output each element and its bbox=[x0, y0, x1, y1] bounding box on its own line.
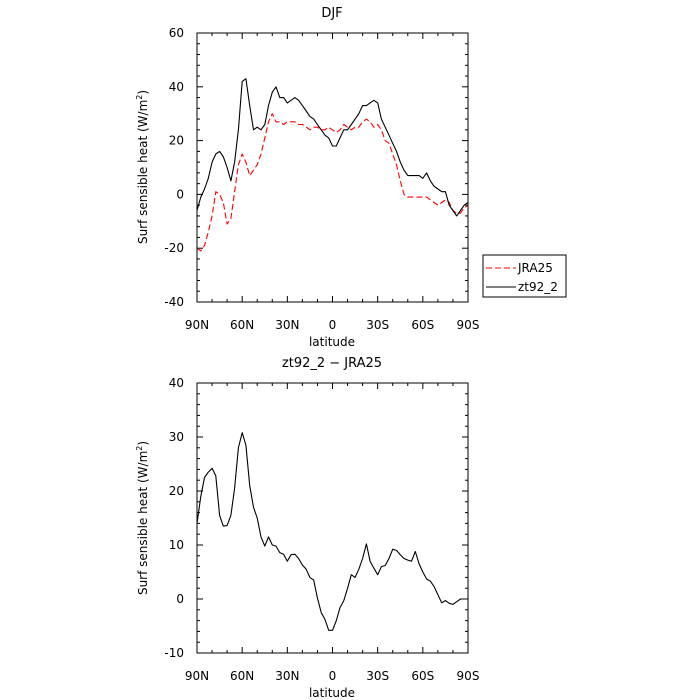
x-tick-label: 90N bbox=[185, 318, 209, 332]
legend: JRA25 zt92_2 bbox=[482, 254, 567, 298]
x-tick-label: 30S bbox=[366, 318, 389, 332]
y-tick-label: 10 bbox=[169, 538, 184, 552]
chart-djf: DJF 90N 60N 30N 0 30S 60S 90S -40 -20 0 20 40 60 lat… bbox=[135, 6, 567, 349]
y-tick-label: 20 bbox=[169, 484, 184, 498]
plot-frame bbox=[196, 382, 469, 654]
chart-title: zt92_2 − JRA25 bbox=[282, 356, 382, 371]
y-tick-label: 40 bbox=[169, 80, 184, 94]
legend-label-zt92: zt92_2 bbox=[518, 280, 558, 294]
x-tick-label: 90S bbox=[457, 318, 480, 332]
series-line-zt92-2 bbox=[196, 78, 469, 217]
y-tick-label: 60 bbox=[169, 26, 184, 40]
y-tick-label: -20 bbox=[164, 241, 184, 255]
x-tick-label: 90S bbox=[457, 669, 480, 683]
y-axis-label-close: ) bbox=[136, 90, 150, 95]
x-tick-label: 90N bbox=[185, 669, 209, 683]
plot-frame bbox=[196, 32, 469, 303]
legend-label-jra25: JRA25 bbox=[517, 261, 553, 275]
x-tick-label: 30N bbox=[275, 318, 299, 332]
y-axis-label-exp: 2 bbox=[135, 446, 144, 451]
chart-difference: zt92_2 − JRA25 90N 60N 30N 0 30S 60S 90S -10 0 10… bbox=[135, 356, 479, 700]
y-tick-label: -10 bbox=[164, 646, 184, 660]
x-tick-label: 60N bbox=[230, 318, 254, 332]
y-axis-label-main: Surf sensible heat (W/m bbox=[136, 100, 150, 244]
y-tick-label: -40 bbox=[164, 295, 184, 309]
x-tick-label: 60S bbox=[411, 669, 434, 683]
y-tick-label: 0 bbox=[176, 592, 184, 606]
y-axis-label-exp: 2 bbox=[135, 95, 144, 100]
x-tick-label: 60N bbox=[230, 669, 254, 683]
y-tick-label: 30 bbox=[169, 430, 184, 444]
x-tick-label: 30S bbox=[366, 669, 389, 683]
x-tick-label: 60S bbox=[411, 318, 434, 332]
chart-title: DJF bbox=[321, 6, 342, 21]
y-axis-label: Surf sensible heat (W/m2) bbox=[135, 90, 150, 244]
y-axis-label-main: Surf sensible heat (W/m bbox=[136, 451, 150, 595]
legend-box bbox=[482, 254, 567, 298]
y-axis-label: Surf sensible heat (W/m2) bbox=[135, 441, 150, 595]
series-line-zt92-2-jra25 bbox=[196, 432, 468, 631]
x-axis-label: latitude bbox=[309, 335, 355, 349]
x-tick-label: 0 bbox=[329, 669, 337, 683]
x-axis-label: latitude bbox=[309, 686, 355, 700]
y-axis-label-close: ) bbox=[136, 441, 150, 446]
series-line-jra25 bbox=[196, 113, 469, 252]
x-tick-label: 0 bbox=[329, 318, 337, 332]
y-tick-label: 40 bbox=[169, 376, 184, 390]
y-tick-label: 20 bbox=[169, 134, 184, 148]
x-tick-label: 30N bbox=[275, 669, 299, 683]
y-tick-label: 0 bbox=[176, 187, 184, 201]
